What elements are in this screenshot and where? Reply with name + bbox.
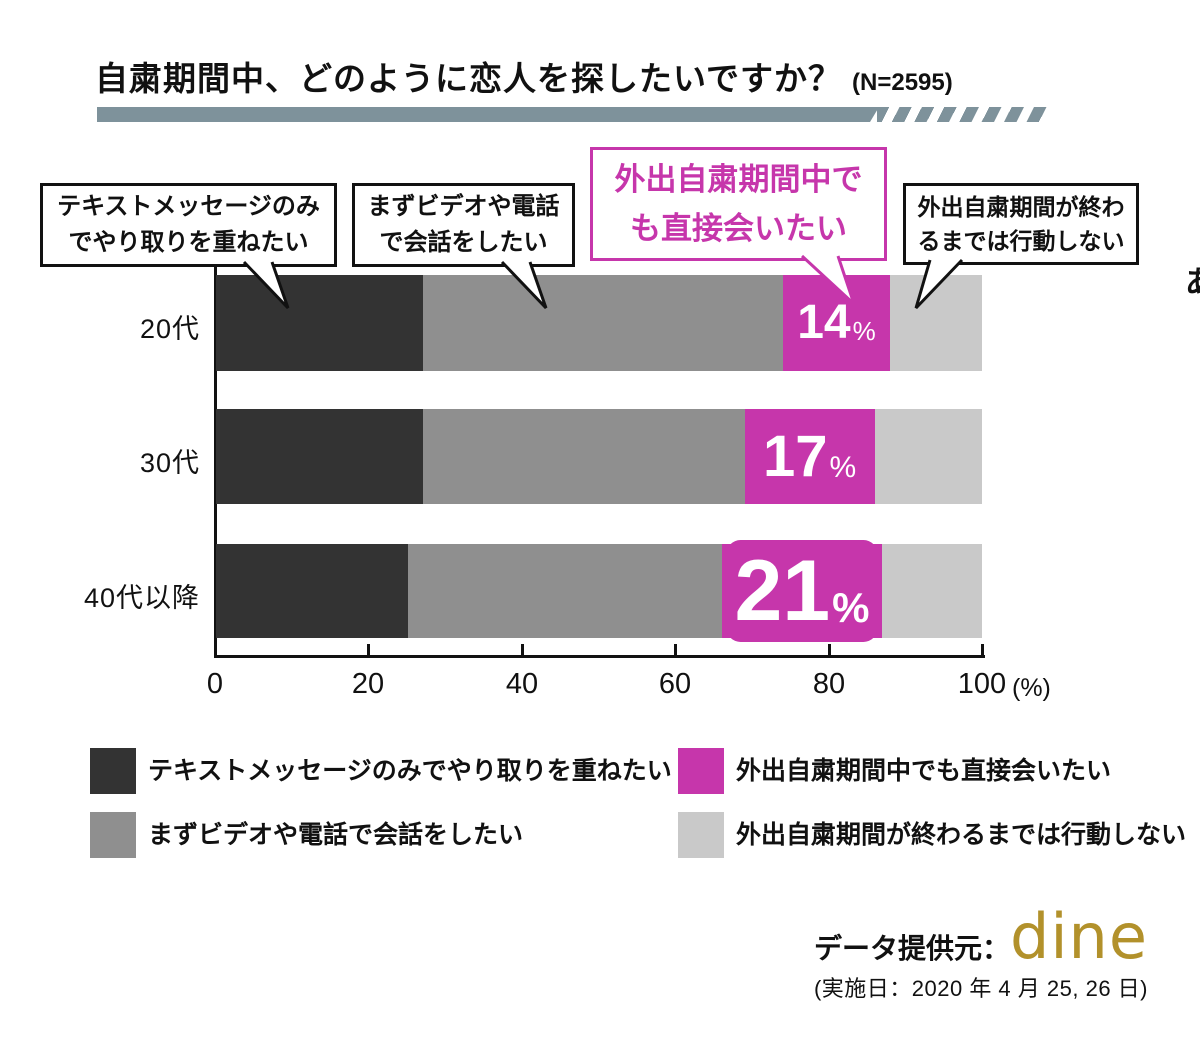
data-source: データ提供元： dine bbox=[813, 900, 1148, 973]
x-axis-line bbox=[214, 655, 985, 658]
x-tick-label: 0 bbox=[206, 668, 224, 700]
clipped-character: あ bbox=[1185, 257, 1200, 302]
legend-swatch-wait bbox=[678, 812, 724, 858]
legend-swatch-meet-directly bbox=[678, 748, 724, 794]
x-tick-label: 60 bbox=[658, 668, 692, 700]
legend-label-video-call: まずビデオや電話で会話をしたい bbox=[148, 821, 524, 849]
callout-line: テキストメッセージのみ bbox=[57, 193, 320, 220]
bar-segment-wait bbox=[882, 544, 982, 638]
callout-wait-until-end: 外出自粛期間が終わ るまでは行動しない bbox=[903, 183, 1139, 265]
data-label-unit: % bbox=[832, 584, 870, 631]
underline-bar bbox=[97, 107, 879, 122]
title-text: 自粛期間中、どのように恋人を探したいですか？ bbox=[95, 60, 843, 97]
survey-date: (実施日：2020 年 4 月 25, 26 日) bbox=[813, 976, 1148, 1001]
bar-segment-meet-directly: 17 % bbox=[744, 409, 875, 504]
bar-segment-meet-directly: 21 % bbox=[721, 540, 883, 642]
callout-line: も直接会いたい bbox=[630, 211, 847, 246]
x-tick bbox=[981, 644, 984, 655]
data-label-unit: % bbox=[852, 315, 876, 346]
callout-line: 外出自粛期間中で bbox=[614, 162, 863, 197]
x-tick bbox=[674, 644, 677, 655]
bar-segment-video-call bbox=[422, 275, 783, 371]
data-label-value: 17 bbox=[763, 423, 828, 489]
page-title: 自粛期間中、どのように恋人を探したいですか？ (N=2595) bbox=[95, 52, 953, 100]
x-axis-unit: (%) bbox=[1012, 674, 1051, 702]
stacked-bar-30s: 17 % bbox=[216, 409, 982, 504]
data-label-badge: 21 % bbox=[726, 540, 878, 642]
legend-label-wait: 外出自粛期間が終わるまでは行動しない bbox=[736, 821, 1187, 849]
legend-label-text-only: テキストメッセージのみでやり取りを重ねたい bbox=[148, 757, 672, 785]
callout-line: で会話をしたい bbox=[379, 229, 548, 256]
stacked-bar-40s: 21 % bbox=[216, 540, 982, 642]
bar-segment-text-only bbox=[216, 275, 423, 371]
callout-tail-icon bbox=[500, 260, 548, 310]
callout-line: でやり取りを重ねたい bbox=[68, 229, 309, 256]
callout-line: 外出自粛期間が終わ bbox=[917, 194, 1125, 220]
callout-video-call: まずビデオや電話 で会話をしたい bbox=[352, 183, 575, 267]
x-tick-label: 40 bbox=[505, 668, 539, 700]
bar-segment-text-only bbox=[216, 544, 408, 638]
bar-segment-wait bbox=[874, 409, 982, 504]
x-tick bbox=[521, 644, 524, 655]
callout-line: まずビデオや電話 bbox=[367, 193, 560, 220]
bar-segment-meet-directly: 14 % bbox=[782, 275, 891, 371]
legend-label-meet-directly: 外出自粛期間中でも直接会いたい bbox=[736, 757, 1112, 785]
data-label-value: 14 bbox=[797, 296, 851, 349]
callout-line: るまでは行動しない bbox=[917, 228, 1125, 254]
stacked-bar-20s: 14 % bbox=[216, 275, 982, 371]
data-label-value: 21 bbox=[734, 543, 831, 639]
title-underline bbox=[97, 107, 1049, 122]
sample-size: (N=2595) bbox=[852, 69, 953, 96]
y-axis-line bbox=[214, 262, 217, 658]
category-label: 20代 bbox=[139, 314, 200, 344]
category-label: 30代 bbox=[139, 448, 200, 478]
data-label: 14 % bbox=[797, 299, 876, 347]
x-tick bbox=[367, 644, 370, 655]
source-label: データ提供元： bbox=[813, 933, 1010, 964]
x-tick-label: 80 bbox=[812, 668, 846, 700]
bar-segment-video-call bbox=[407, 544, 722, 638]
callout-tail-icon bbox=[800, 254, 856, 306]
dine-logo: dine bbox=[1009, 900, 1148, 973]
callout-meet-directly: 外出自粛期間中で も直接会いたい bbox=[590, 147, 887, 261]
x-tick-label: 20 bbox=[351, 668, 385, 700]
underline-stripes bbox=[877, 107, 1049, 122]
callout-tail-icon bbox=[242, 260, 290, 310]
callout-tail-icon bbox=[914, 258, 964, 310]
category-label: 40代以降 bbox=[83, 583, 200, 613]
footer: データ提供元： dine (実施日：2020 年 4 月 25, 26 日) bbox=[813, 900, 1148, 1003]
bar-segment-wait bbox=[890, 275, 982, 371]
legend-swatch-video-call bbox=[90, 812, 136, 858]
callout-text-only: テキストメッセージのみ でやり取りを重ねたい bbox=[40, 183, 337, 267]
x-tick-label: 100 bbox=[957, 668, 1007, 700]
legend-swatch-text-only bbox=[90, 748, 136, 794]
bar-segment-video-call bbox=[422, 409, 745, 504]
bar-segment-text-only bbox=[216, 409, 423, 504]
data-label: 17 % bbox=[763, 423, 857, 489]
x-tick bbox=[828, 644, 831, 655]
data-label-unit: % bbox=[829, 450, 857, 484]
